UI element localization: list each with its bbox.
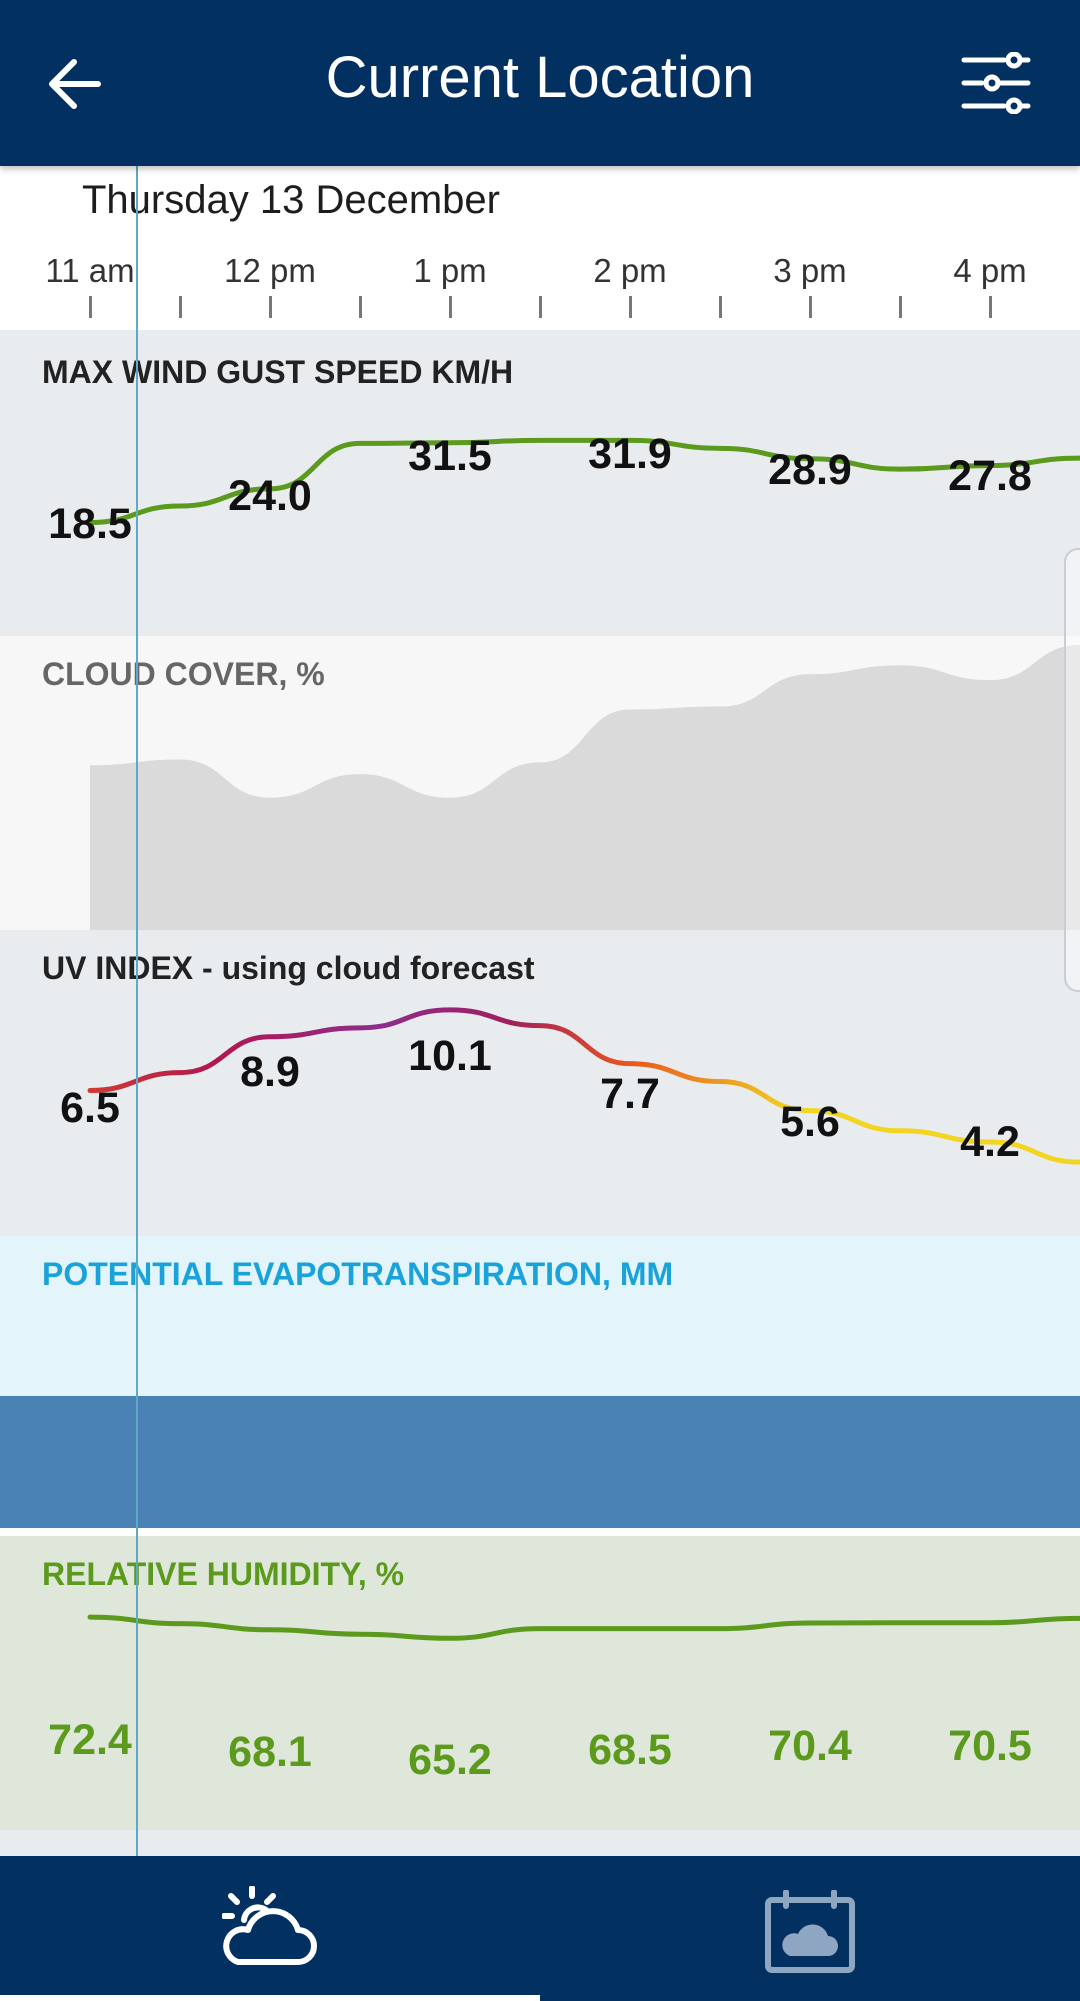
app-bar: Current Location [0, 0, 1080, 166]
humidity-value-label: 68.1 [228, 1728, 312, 1776]
uv-value-label: 7.7 [600, 1070, 660, 1118]
scroll-handle[interactable] [1064, 548, 1080, 992]
uv-index-panel: UV INDEX - using cloud forecast 6.5 8.9 … [0, 930, 1080, 1236]
time-tick [629, 296, 632, 318]
relative-humidity-panel: RELATIVE HUMIDITY, % 72.4 68.1 65.2 68.5… [0, 1536, 1080, 1830]
uv-value-label: 6.5 [60, 1084, 120, 1132]
page-title: Current Location [325, 45, 755, 110]
panel-title: POTENTIAL EVAPOTRANSPIRATION, MM [42, 1256, 674, 1292]
cloud-cover-area [90, 644, 1080, 930]
time-tick [179, 296, 182, 318]
uv-value-label: 4.2 [960, 1118, 1020, 1166]
evapotranspiration-bar [0, 1396, 1080, 1528]
wind-value-label: 31.5 [408, 432, 492, 480]
evapotranspiration-panel: POTENTIAL EVAPOTRANSPIRATION, MM [0, 1236, 1080, 1396]
time-axis[interactable]: Thursday 13 December 11 am 12 pm 1 pm 2 … [0, 166, 1080, 330]
uv-value-label: 10.1 [408, 1032, 492, 1080]
uv-value-label: 5.6 [780, 1098, 840, 1146]
wind-gust-panel: MAX WIND GUST SPEED KM/H 18.5 24.0 31.5 … [0, 330, 1080, 636]
uv-index-line [87, 1007, 1080, 1165]
uv-index-chart [87, 1007, 1080, 1165]
wind-value-label: 27.8 [948, 452, 1032, 500]
nav-weather-tab[interactable] [0, 1856, 540, 2001]
time-tick [809, 296, 812, 318]
wind-value-label: 28.9 [768, 446, 852, 494]
panel-title: CLOUD COVER, % [42, 656, 325, 692]
time-tick [89, 296, 92, 318]
bottom-navigation [0, 1856, 1080, 2001]
active-tab-indicator [0, 1995, 540, 2001]
current-time-line[interactable] [136, 166, 138, 1856]
wind-value-label: 18.5 [48, 500, 132, 548]
time-label: 12 pm [224, 252, 316, 289]
time-tick [539, 296, 542, 318]
wind-gust-chart [87, 437, 1080, 526]
humidity-line [87, 1614, 1080, 1641]
humidity-chart [87, 1614, 1080, 1641]
panel-title: RELATIVE HUMIDITY, % [42, 1556, 405, 1592]
wind-value-label: 31.9 [588, 430, 672, 478]
time-tick [899, 296, 902, 318]
next-panel-peek [0, 1830, 1080, 1856]
calendar-cloud-icon [765, 1890, 855, 1973]
partly-cloudy-icon [222, 1886, 317, 1965]
divider [0, 1528, 1080, 1536]
panel-title: MAX WIND GUST SPEED KM/H [42, 354, 514, 390]
humidity-value-label: 65.2 [408, 1736, 492, 1784]
arrow-left-icon[interactable] [38, 48, 110, 120]
humidity-value-label: 72.4 [48, 1716, 132, 1764]
time-tick [989, 296, 992, 318]
time-label: 4 pm [953, 252, 1027, 289]
time-tick [269, 296, 272, 318]
panel-title: UV INDEX - using cloud forecast [42, 950, 535, 986]
date-label: Thursday 13 December [82, 178, 500, 222]
humidity-value-label: 70.4 [768, 1722, 852, 1770]
wind-value-label: 24.0 [228, 472, 312, 520]
time-tick [359, 296, 362, 318]
humidity-value-label: 68.5 [588, 1726, 672, 1774]
time-label: 2 pm [593, 252, 667, 289]
humidity-value-label: 70.5 [948, 1722, 1032, 1770]
cloud-cover-chart [90, 644, 1080, 930]
uv-value-label: 8.9 [240, 1048, 300, 1096]
time-tick [449, 296, 452, 318]
time-tick [719, 296, 722, 318]
time-label: 1 pm [413, 252, 487, 289]
time-label: 11 am [45, 252, 135, 289]
time-label: 3 pm [773, 252, 847, 289]
cloud-cover-panel: CLOUD COVER, % [0, 636, 1080, 930]
nav-calendar-tab[interactable] [540, 1856, 1080, 2001]
sliders-icon[interactable] [960, 52, 1032, 114]
wind-gust-line [87, 437, 1080, 526]
